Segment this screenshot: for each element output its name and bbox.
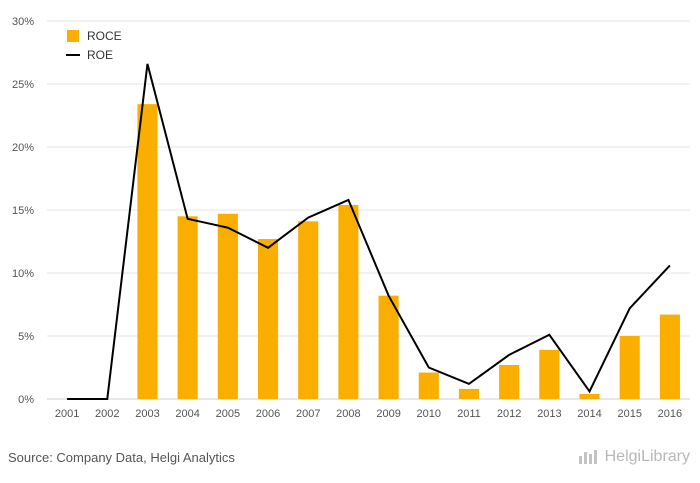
- x-tick-label: 2003: [135, 408, 159, 420]
- x-tick-label: 2006: [256, 408, 280, 420]
- y-tick-label: 25%: [12, 79, 34, 91]
- y-tick-label: 20%: [12, 142, 34, 154]
- x-tick-label: 2015: [617, 408, 641, 420]
- x-axis: 2001 2002 2003 2004 2005 2006 2007 2008 2009 2010…: [55, 408, 682, 420]
- legend: ROCE ROE: [66, 29, 122, 62]
- x-tick-label: 2011: [457, 408, 481, 420]
- y-tick-label: 30%: [12, 16, 34, 28]
- y-tick-label: 15%: [12, 205, 34, 217]
- x-tick-label: 2016: [658, 408, 682, 420]
- brand-logo: HelgiLibrary: [578, 448, 690, 466]
- x-tick-label: 2007: [296, 408, 320, 420]
- x-tick-label: 2005: [216, 408, 240, 420]
- x-tick-label: 2012: [497, 408, 521, 420]
- bar-roce: [257, 238, 279, 399]
- bar-roce: [579, 393, 600, 399]
- x-tick-label: 2001: [55, 408, 79, 420]
- chart: 0% 5% 10% 15% 20% 25% 30% 2001 2002 2003 2004 2005…: [12, 16, 690, 420]
- bar-roce: [217, 213, 238, 399]
- x-tick-label: 2009: [376, 408, 400, 420]
- bar-roce: [298, 221, 319, 399]
- bar-roce: [659, 314, 680, 399]
- brand-name: HelgiLibrary: [604, 448, 690, 465]
- x-tick-label: 2013: [537, 408, 561, 420]
- y-tick-label: 5%: [18, 331, 34, 343]
- bar-roce: [137, 104, 158, 399]
- legend-label-roe: ROE: [87, 48, 113, 62]
- roce-bars: [137, 104, 680, 399]
- bar-roce: [378, 295, 399, 399]
- bar-roce: [177, 216, 198, 399]
- source-note: Source: Company Data, Helgi Analytics: [8, 450, 235, 465]
- bar-roce: [499, 364, 520, 399]
- bar-roce: [619, 336, 640, 399]
- x-tick-label: 2002: [95, 408, 119, 420]
- legend-swatch-roce: [67, 30, 79, 42]
- bar-roce: [418, 372, 439, 399]
- x-tick-label: 2008: [336, 408, 360, 420]
- legend-label-roce: ROCE: [87, 29, 122, 43]
- bar-roce: [458, 388, 480, 399]
- x-tick-label: 2010: [417, 408, 441, 420]
- x-tick-label: 2004: [175, 408, 199, 420]
- bar-roce: [338, 204, 359, 399]
- y-axis: 0% 5% 10% 15% 20% 25% 30%: [12, 16, 34, 406]
- x-tick-label: 2014: [577, 408, 601, 420]
- line-roe: [67, 63, 671, 400]
- library-icon: [578, 450, 601, 464]
- roe-line: [67, 63, 671, 400]
- y-tick-label: 0%: [18, 394, 34, 406]
- y-tick-label: 10%: [12, 268, 34, 280]
- bar-roce: [539, 349, 560, 399]
